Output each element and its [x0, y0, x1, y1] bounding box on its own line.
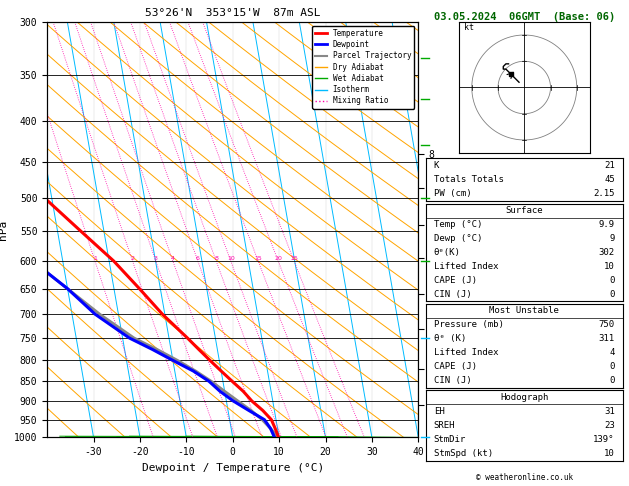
Text: θᵉ (K): θᵉ (K)	[434, 334, 466, 343]
Text: StmDir: StmDir	[434, 435, 466, 444]
Text: 21: 21	[604, 161, 615, 170]
Text: 9: 9	[610, 234, 615, 243]
Text: 4: 4	[171, 256, 175, 261]
Text: 139°: 139°	[593, 435, 615, 444]
Text: LCL: LCL	[426, 433, 441, 442]
Text: CAPE (J): CAPE (J)	[434, 276, 477, 285]
Text: PW (cm): PW (cm)	[434, 190, 471, 198]
Text: 0: 0	[610, 362, 615, 371]
Text: CIN (J): CIN (J)	[434, 376, 471, 385]
Text: 1: 1	[93, 256, 97, 261]
Text: SREH: SREH	[434, 421, 455, 430]
Text: Temp (°C): Temp (°C)	[434, 220, 482, 229]
Text: CIN (J): CIN (J)	[434, 290, 471, 299]
Title: 53°26'N  353°15'W  87m ASL: 53°26'N 353°15'W 87m ASL	[145, 8, 321, 18]
Text: 10: 10	[604, 449, 615, 458]
Text: Dewp (°C): Dewp (°C)	[434, 234, 482, 243]
Text: θᵉ(K): θᵉ(K)	[434, 248, 460, 257]
Text: kt: kt	[464, 23, 474, 32]
Text: 2.15: 2.15	[593, 190, 615, 198]
Text: EH: EH	[434, 407, 445, 416]
Legend: Temperature, Dewpoint, Parcel Trajectory, Dry Adiabat, Wet Adiabat, Isotherm, Mi: Temperature, Dewpoint, Parcel Trajectory…	[312, 26, 415, 108]
Text: 15: 15	[254, 256, 262, 261]
Text: CAPE (J): CAPE (J)	[434, 362, 477, 371]
Text: 0: 0	[610, 376, 615, 385]
Text: 10: 10	[227, 256, 235, 261]
Text: Surface: Surface	[506, 206, 543, 215]
Text: 45: 45	[604, 175, 615, 184]
Text: StmSpd (kt): StmSpd (kt)	[434, 449, 493, 458]
Text: Pressure (mb): Pressure (mb)	[434, 320, 504, 330]
Text: 3: 3	[153, 256, 158, 261]
Text: 23: 23	[604, 421, 615, 430]
Text: Lifted Index: Lifted Index	[434, 348, 498, 357]
Text: 9.9: 9.9	[599, 220, 615, 229]
Text: 0: 0	[610, 276, 615, 285]
Text: 302: 302	[599, 248, 615, 257]
Text: 750: 750	[599, 320, 615, 330]
Text: 311: 311	[599, 334, 615, 343]
Text: Totals Totals: Totals Totals	[434, 175, 504, 184]
Text: Most Unstable: Most Unstable	[489, 306, 559, 315]
X-axis label: Dewpoint / Temperature (°C): Dewpoint / Temperature (°C)	[142, 463, 324, 473]
Text: 0: 0	[610, 290, 615, 299]
Text: 25: 25	[290, 256, 298, 261]
Text: 31: 31	[604, 407, 615, 416]
Text: 8: 8	[214, 256, 218, 261]
Text: 10: 10	[604, 262, 615, 271]
Y-axis label: hPa: hPa	[0, 220, 8, 240]
Text: 6: 6	[196, 256, 200, 261]
Y-axis label: km
ASL: km ASL	[447, 230, 464, 251]
Text: 2: 2	[130, 256, 135, 261]
Text: 03.05.2024  06GMT  (Base: 06): 03.05.2024 06GMT (Base: 06)	[433, 12, 615, 22]
Text: Hodograph: Hodograph	[500, 393, 548, 402]
Text: 4: 4	[610, 348, 615, 357]
Text: 20: 20	[274, 256, 282, 261]
Text: K: K	[434, 161, 439, 170]
Text: Lifted Index: Lifted Index	[434, 262, 498, 271]
Text: © weatheronline.co.uk: © weatheronline.co.uk	[476, 473, 573, 482]
